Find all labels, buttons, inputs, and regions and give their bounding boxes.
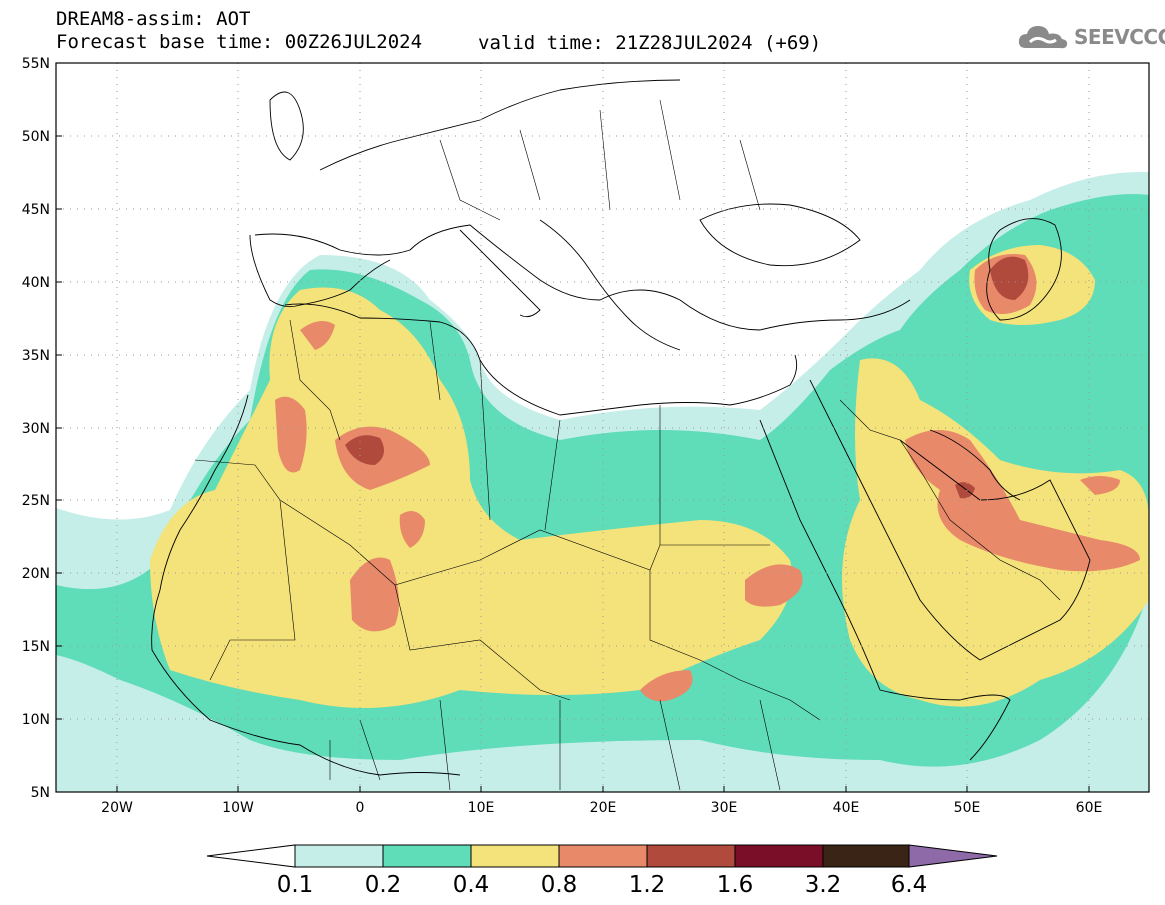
valid-time: valid time: 21Z28JUL2024 (+69)	[478, 32, 822, 54]
aot-band-darkred-3	[955, 482, 975, 499]
forecast-base-time: Forecast base time: 00Z26JUL2024	[56, 31, 423, 53]
lat-label: 5N	[31, 785, 50, 801]
border-4	[649, 570, 821, 721]
coast-horn	[879, 689, 1011, 761]
colorbar	[206, 844, 998, 868]
aot-band-orange-10	[1080, 476, 1120, 495]
aot-band-orange-7	[905, 430, 1140, 572]
colorbar-swatch	[822, 844, 910, 868]
map-title: DREAM8-assim: AOT	[56, 8, 251, 30]
aot-band-orange-2	[350, 557, 399, 632]
colorbar-label: 1.2	[629, 872, 666, 898]
coast-north-europe	[319, 79, 681, 171]
border-8	[439, 99, 761, 221]
graticule	[56, 63, 1149, 792]
border-6	[289, 319, 441, 441]
coast-balkans-greece	[539, 219, 681, 351]
lat-label: 25N	[22, 493, 50, 509]
aot-band-darkred-2	[990, 256, 1029, 300]
colorbar-label: 0.4	[453, 872, 490, 898]
coast-africa-west	[151, 394, 461, 776]
coast-caspian	[986, 218, 1062, 321]
country-borders	[194, 99, 1061, 791]
colorbar-swatch	[382, 844, 472, 868]
aot-band-orange-9	[300, 321, 335, 350]
lat-label: 45N	[22, 202, 50, 218]
lon-label: 10E	[468, 800, 495, 816]
colorbar-swatch	[470, 844, 560, 868]
logo-text: SEEVCCC	[1074, 25, 1165, 49]
coast-italy	[459, 229, 541, 318]
latitude-labels: 55N 50N 45N 40N 35N 30N 25N 20N 15N 10N …	[22, 56, 50, 801]
lon-label: 20E	[590, 800, 617, 816]
colorbar-label: 1.6	[717, 872, 754, 898]
lat-label: 50N	[22, 129, 50, 145]
lon-label: 10W	[222, 800, 254, 816]
coast-north-africa	[284, 303, 798, 416]
coast-arabia-east	[899, 439, 1091, 661]
aot-band-orange-5	[745, 564, 803, 607]
aot-band-yellow-africa	[150, 287, 792, 708]
border-7	[329, 699, 781, 791]
lat-label: 15N	[22, 639, 50, 655]
cloud-icon	[1018, 26, 1068, 49]
lat-label: 10N	[22, 712, 50, 728]
border-5	[839, 399, 1061, 601]
coast-red-sea	[759, 379, 981, 691]
colorbar-swatch	[646, 844, 736, 868]
coastlines	[151, 79, 1091, 776]
aot-band-orange-4	[399, 511, 425, 548]
aot-field	[56, 171, 1149, 792]
lon-label: 30E	[711, 800, 738, 816]
seevccc-logo: SEEVCCC	[1016, 22, 1165, 52]
lat-label: 55N	[22, 56, 50, 72]
colorbar-lower-triangle	[206, 844, 296, 868]
lon-label: 60E	[1076, 800, 1103, 816]
colorbar-label: 0.2	[365, 872, 402, 898]
lon-label: 50E	[954, 800, 981, 816]
colorbar-swatch	[558, 844, 648, 868]
coast-iberia	[249, 234, 391, 308]
colorbar-label: 0.8	[541, 872, 578, 898]
colorbar-label: 0.1	[277, 872, 314, 898]
colorbar-label: 3.2	[805, 872, 842, 898]
coast-persian-gulf	[929, 429, 1021, 501]
aot-band-darkred-1	[345, 435, 384, 465]
colorbar-label: 6.4	[891, 872, 928, 898]
border-3	[479, 359, 661, 545]
axis-ticks	[56, 62, 1090, 793]
lon-label: 0	[356, 800, 365, 816]
aot-band-orange-3	[275, 396, 307, 473]
coast-europe-south	[254, 224, 911, 331]
longitude-labels: 20W 10W 0 10E 20E 30E 40E 50E 60E	[101, 800, 1102, 816]
lat-label: 40N	[22, 275, 50, 291]
colorbar-upper-triangle	[908, 844, 998, 868]
lat-label: 30N	[22, 421, 50, 437]
border-1	[194, 459, 770, 586]
lon-label: 40E	[833, 800, 860, 816]
colorbar-swatch	[734, 844, 824, 868]
border-2	[209, 499, 571, 701]
colorbar-labels: 0.1 0.2 0.4 0.8 1.2 1.6 3.2 6.4	[277, 872, 928, 898]
lat-label: 20N	[22, 566, 50, 582]
colorbar-swatch	[294, 844, 384, 868]
aot-band-orange-6	[640, 670, 693, 702]
coast-black-sea	[699, 203, 861, 267]
coast-britain	[269, 91, 304, 161]
lon-label: 20W	[101, 800, 133, 816]
lat-label: 35N	[22, 348, 50, 364]
